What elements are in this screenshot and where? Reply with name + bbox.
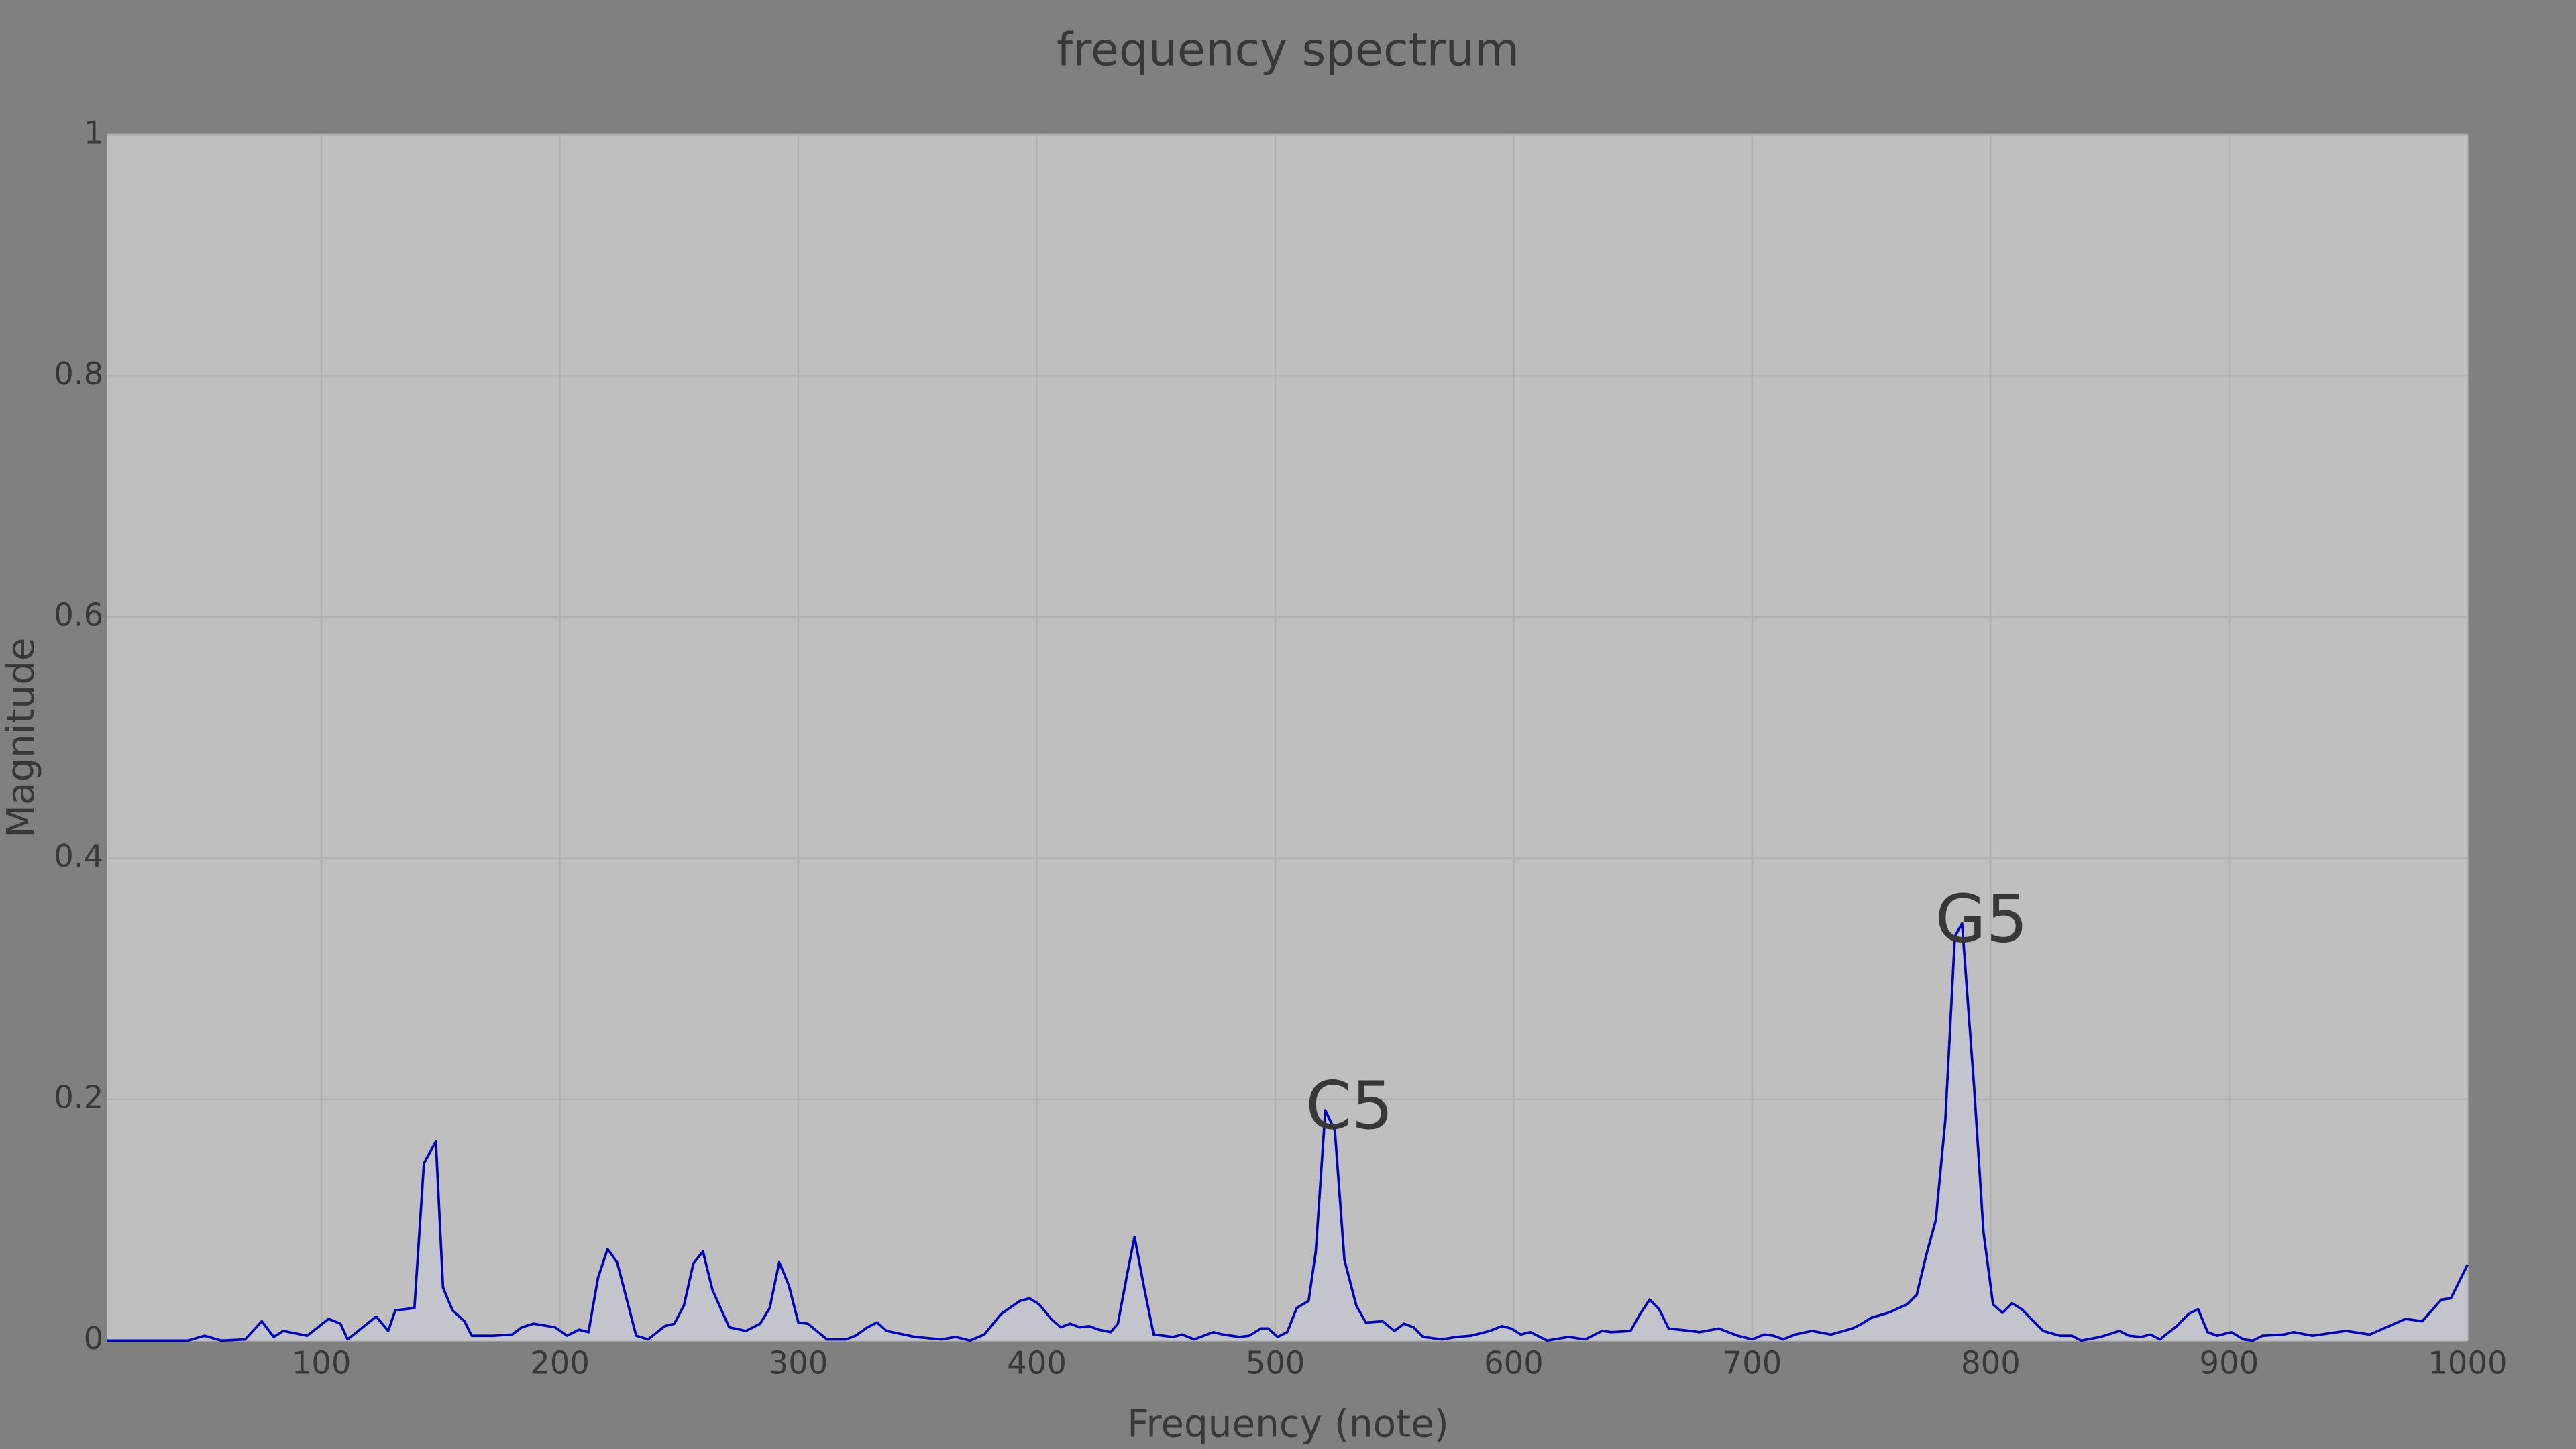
x-tick-label: 600 xyxy=(1484,1345,1544,1381)
y-tick-label: 0.6 xyxy=(54,596,103,633)
plot-area xyxy=(107,134,2468,1341)
line xyxy=(107,922,2469,1342)
x-tick-label: 500 xyxy=(1246,1345,1305,1381)
y-axis-label: Magnitude xyxy=(0,637,43,837)
annotation: G5 xyxy=(1935,881,2028,957)
y-tick-label: 0.8 xyxy=(54,356,103,392)
chart-title: frequency spectrum xyxy=(1057,23,1519,76)
y-tick-label: 0 xyxy=(84,1320,104,1356)
x-tick-label: 400 xyxy=(1007,1345,1067,1381)
y-tick-label: 0.4 xyxy=(54,838,103,874)
x-tick-label: 900 xyxy=(2199,1345,2259,1381)
x-axis-label: Frequency (note) xyxy=(1127,1402,1449,1446)
annotation: C5 xyxy=(1305,1068,1393,1144)
x-tick-label: 200 xyxy=(530,1345,590,1381)
x-tick-label: 300 xyxy=(769,1345,828,1381)
x-tick-label: 800 xyxy=(1961,1345,2021,1381)
x-tick-label: 700 xyxy=(1723,1345,1782,1381)
x-tick-label: 100 xyxy=(292,1345,352,1381)
x-tick-label: 1000 xyxy=(2428,1345,2507,1381)
y-tick-label: 0.2 xyxy=(54,1079,103,1115)
y-tick-label: 1 xyxy=(84,114,104,150)
